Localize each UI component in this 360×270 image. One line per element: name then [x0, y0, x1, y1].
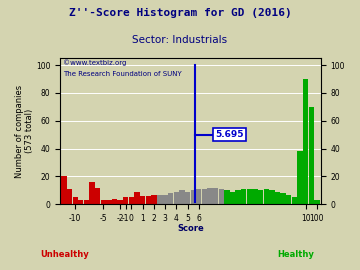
- Bar: [303, 79, 308, 204]
- Bar: [89, 182, 95, 204]
- Bar: [100, 200, 106, 204]
- Text: Z''-Score Histogram for GD (2016): Z''-Score Histogram for GD (2016): [69, 8, 291, 18]
- Bar: [162, 195, 168, 204]
- Bar: [292, 197, 297, 204]
- Y-axis label: Number of companies
(573 total): Number of companies (573 total): [15, 85, 35, 178]
- Bar: [106, 200, 112, 204]
- Bar: [286, 195, 291, 204]
- Bar: [67, 189, 72, 204]
- Bar: [247, 189, 252, 204]
- X-axis label: Score: Score: [177, 224, 204, 233]
- Bar: [269, 190, 275, 204]
- Bar: [241, 189, 247, 204]
- Text: Healthy: Healthy: [277, 250, 314, 259]
- Bar: [224, 190, 230, 204]
- Bar: [134, 192, 140, 204]
- Bar: [95, 188, 100, 204]
- Bar: [196, 189, 202, 204]
- Bar: [190, 190, 196, 204]
- Text: Sector: Industrials: Sector: Industrials: [132, 35, 228, 45]
- Bar: [168, 193, 174, 204]
- Bar: [140, 196, 145, 204]
- Bar: [309, 107, 314, 204]
- Bar: [314, 200, 320, 204]
- Bar: [157, 195, 162, 204]
- Bar: [275, 192, 280, 204]
- Bar: [252, 189, 258, 204]
- Bar: [179, 190, 185, 204]
- Bar: [207, 188, 213, 204]
- Bar: [129, 197, 134, 204]
- Bar: [78, 200, 84, 204]
- Bar: [185, 192, 190, 204]
- Bar: [61, 177, 67, 204]
- Bar: [123, 197, 129, 204]
- Bar: [219, 189, 224, 204]
- Bar: [112, 199, 117, 204]
- Bar: [117, 200, 123, 204]
- Bar: [84, 200, 89, 204]
- Bar: [174, 192, 179, 204]
- Bar: [230, 192, 235, 204]
- Bar: [297, 151, 303, 204]
- Bar: [72, 197, 78, 204]
- Bar: [258, 190, 263, 204]
- Bar: [151, 195, 157, 204]
- Bar: [145, 196, 151, 204]
- Bar: [280, 193, 286, 204]
- Bar: [202, 189, 207, 204]
- Bar: [235, 190, 241, 204]
- Text: 5.695: 5.695: [215, 130, 244, 139]
- Bar: [264, 189, 269, 204]
- Text: Unhealthy: Unhealthy: [40, 250, 89, 259]
- Text: The Research Foundation of SUNY: The Research Foundation of SUNY: [63, 71, 181, 77]
- Bar: [213, 188, 219, 204]
- Text: ©www.textbiz.org: ©www.textbiz.org: [63, 60, 126, 66]
